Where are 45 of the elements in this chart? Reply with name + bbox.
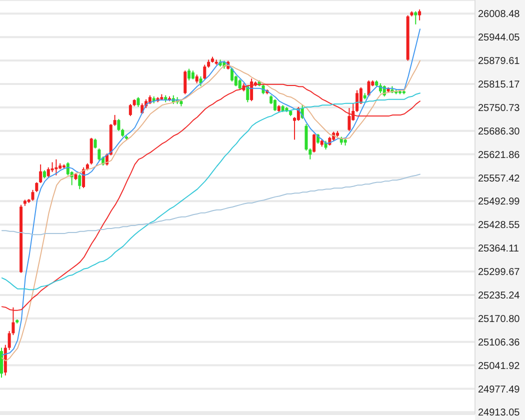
- candlestick: [66, 162, 70, 176]
- candlestick: [39, 164, 42, 184]
- candlestick: [356, 90, 359, 113]
- candlestick: [136, 96, 140, 108]
- y-tick-label: 25170.80: [478, 314, 520, 325]
- y-tick-label: 25235.24: [478, 290, 520, 302]
- y-tick-label: 25621.86: [478, 150, 520, 161]
- candlestick: [308, 148, 312, 160]
- candlestick: [304, 124, 308, 152]
- y-tick-label: 26008.48: [478, 9, 520, 20]
- y-tick-label: 25106.36: [478, 337, 520, 348]
- line-series: [1, 174, 420, 236]
- y-tick-label: 25815.17: [478, 80, 520, 91]
- y-tick-label: 24913.05: [478, 408, 520, 419]
- y-tick-label: 25428.55: [478, 220, 520, 232]
- candlestick: [184, 70, 187, 95]
- candlestick: [312, 133, 316, 153]
- candlestick: [418, 8, 422, 21]
- y-tick-label: 25364.11: [478, 244, 520, 255]
- candlestick: [188, 68, 191, 81]
- candlestick: [238, 78, 242, 90]
- y-tick-label: 25879.61: [478, 56, 520, 68]
- candlestick: [273, 98, 276, 112]
- y-tick-label: 25492.99: [478, 196, 520, 208]
- candlestick: [117, 118, 120, 132]
- candlestick: [230, 67, 234, 82]
- candlestick: [46, 166, 50, 178]
- y-tick-label: 25750.73: [478, 102, 520, 114]
- candlestick: [113, 114, 116, 126]
- y-tick-label: 25557.42: [478, 173, 520, 184]
- candlestick: [203, 64, 206, 80]
- y-tick-label: 25944.05: [478, 32, 520, 44]
- candlestick: [0, 347, 3, 378]
- y-tick-label: 24977.49: [478, 384, 520, 396]
- candlestick: [367, 80, 370, 97]
- candlestick: [128, 104, 132, 117]
- y-tick-label: 25299.67: [478, 267, 520, 278]
- candlestick: [98, 148, 101, 161]
- candlestick: [414, 10, 418, 25]
- candlestick: [50, 162, 54, 173]
- candlestick: [94, 138, 97, 149]
- candlestick: [78, 174, 82, 190]
- candlestick: [348, 108, 351, 132]
- y-tick-label: 25041.92: [478, 360, 520, 372]
- y-tick-label: 25686.30: [478, 126, 520, 138]
